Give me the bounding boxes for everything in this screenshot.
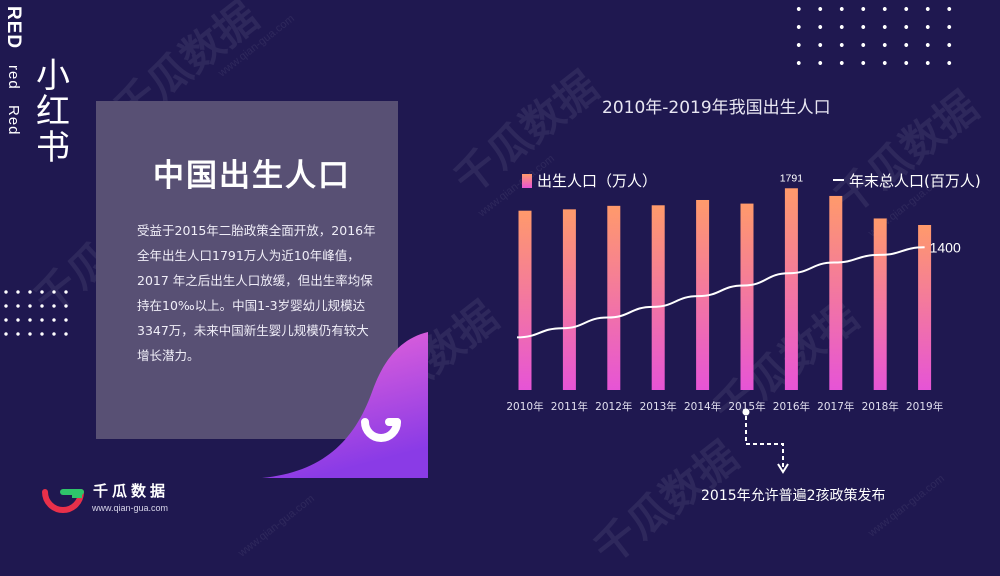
policy-annotation: 2015年允许普遍2孩政策发布 <box>701 485 886 505</box>
x-tick-label: 2011年 <box>551 400 588 413</box>
bar-data-label: 1791 <box>780 172 804 184</box>
bar-births <box>563 209 576 390</box>
x-tick-label: 2014年 <box>684 400 721 413</box>
series-line-population <box>517 247 925 337</box>
bar-births <box>652 205 665 390</box>
x-tick-label: 2018年 <box>862 400 899 413</box>
bar-births <box>785 188 798 390</box>
bar-births <box>741 204 754 390</box>
x-tick-label: 2010年 <box>506 400 543 413</box>
x-tick-label: 2012年 <box>595 400 632 413</box>
x-tick-label: 2017年 <box>817 400 854 413</box>
x-tick-label: 2013年 <box>640 400 677 413</box>
bar-births <box>874 218 887 390</box>
x-tick-label: 2019年 <box>906 400 943 413</box>
bar-births <box>519 211 532 390</box>
policy-annotation-arrow <box>743 409 789 473</box>
bar-births <box>607 206 620 390</box>
bar-births <box>829 196 842 390</box>
x-tick-label: 2016年 <box>773 400 810 413</box>
line-data-label: 1400 <box>930 239 961 255</box>
